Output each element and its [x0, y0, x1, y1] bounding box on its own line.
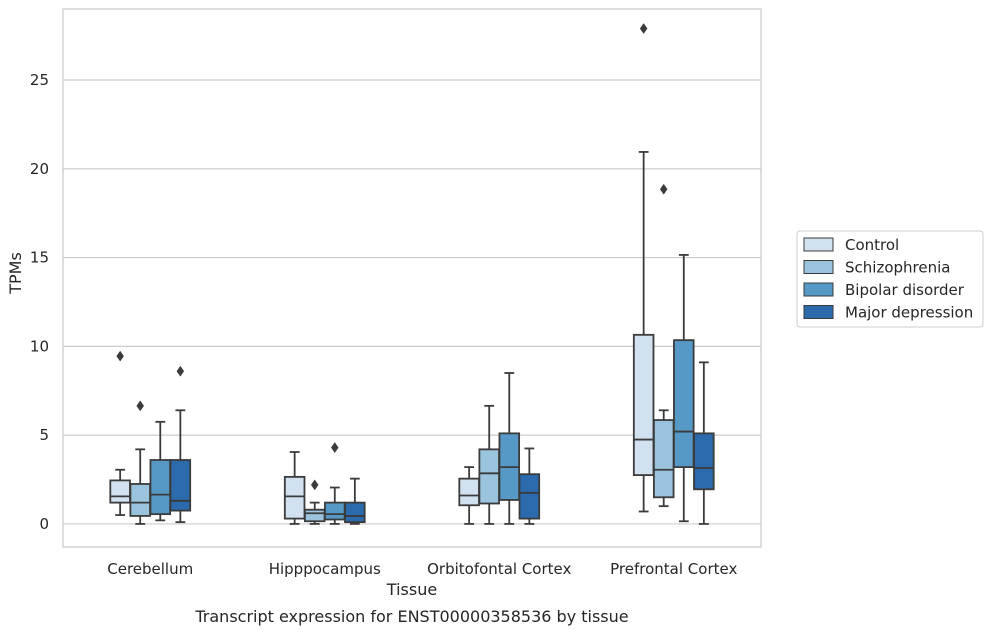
box-iqr [458, 477, 480, 507]
box-iqr [149, 459, 172, 516]
box-plot [458, 466, 480, 525]
outlier-point [176, 365, 185, 377]
box-plot [129, 400, 151, 525]
box-iqr [129, 483, 151, 517]
box-iqr [283, 475, 306, 520]
x-tick-label: Cerebellum [107, 560, 193, 578]
box-plot [149, 420, 172, 522]
box-iqr [109, 479, 131, 504]
outlier-point [116, 350, 124, 362]
box-plot [498, 372, 521, 525]
box-plot [303, 479, 326, 525]
box-plot [632, 23, 655, 513]
legend-label: Schizophrenia [845, 259, 950, 277]
outlier-point [310, 479, 319, 491]
x-tick-label: Orbitofontal Cortex [427, 560, 571, 578]
y-tick-label: 25 [30, 71, 49, 89]
legend-swatch [803, 237, 834, 252]
outlier-point [330, 442, 339, 454]
x-tick-label: Prefrontal Cortex [610, 560, 737, 578]
box-plot [652, 183, 675, 508]
legend-label: Bipolar disorder [845, 281, 965, 299]
y-tick-label: 20 [30, 160, 49, 178]
legend: Control Schizophrenia Bipolar disorder Majo… [796, 230, 984, 328]
box-iqr [344, 501, 366, 524]
box-iqr [518, 473, 541, 520]
box-plot [324, 442, 346, 525]
outlier-point [659, 183, 668, 195]
box-plot [283, 451, 306, 525]
legend-swatch [803, 260, 834, 274]
box-plot [673, 254, 695, 523]
box-plot [518, 447, 541, 525]
figure-caption: Transcript expression for ENST0000035853… [194, 607, 628, 626]
y-tick-label: 0 [39, 515, 49, 533]
box-plot [344, 477, 366, 525]
box-iqr [673, 339, 695, 468]
y-tick-label: 10 [30, 337, 49, 355]
grid-lines [63, 79, 761, 525]
box-plot [169, 365, 192, 524]
boxes-layer [109, 23, 715, 525]
x-axis-title: Tissue [386, 580, 437, 599]
box-iqr [324, 501, 346, 521]
y-tick-label: 5 [39, 426, 49, 444]
box-iqr [303, 508, 326, 523]
box-iqr [169, 459, 192, 512]
legend-label: Major depression [845, 304, 973, 322]
outlier-point [136, 400, 145, 412]
legend-swatch [803, 305, 834, 319]
box-iqr [652, 419, 675, 499]
legend-swatch [803, 282, 834, 297]
outlier-point [639, 23, 648, 34]
x-ticks: Cerebellum Hipppocampus Orbitofontal Corte… [107, 560, 737, 578]
legend-frame [796, 230, 984, 328]
box-iqr [632, 333, 655, 476]
x-tick-label: Hipppocampus [269, 560, 381, 578]
box-plot [693, 361, 715, 525]
box-iqr [478, 448, 500, 505]
y-tick-label: 15 [30, 249, 49, 267]
plot-frame [62, 8, 762, 548]
y-ticks: 0 5 10 15 20 25 [30, 71, 49, 533]
box-iqr [693, 432, 715, 491]
box-plot [109, 350, 131, 516]
legend-label: Control [845, 236, 899, 254]
box-plot [478, 404, 500, 525]
y-axis-title: TPMs [6, 252, 25, 295]
